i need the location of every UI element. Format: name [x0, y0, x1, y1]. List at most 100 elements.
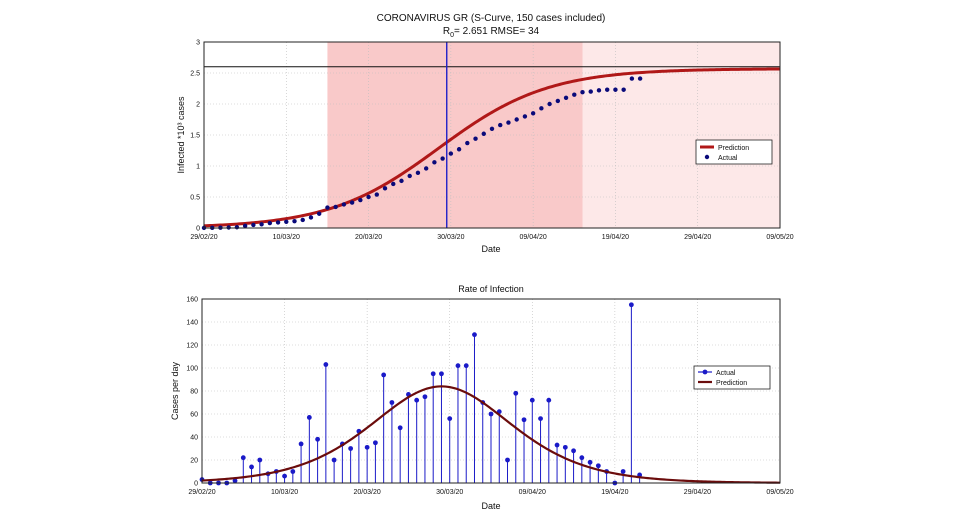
- bottom-actual-point: [455, 363, 461, 369]
- bottom-actual-point: [513, 390, 519, 396]
- bottom-actual-point: [397, 425, 403, 431]
- bottom-y-tick-label: 20: [190, 458, 198, 465]
- top-y-tick-label: 0: [196, 226, 200, 233]
- top-actual-point: [481, 131, 486, 136]
- bottom-actual-point: [381, 372, 387, 378]
- top-chart-title: CORONAVIRUS GR (S-Curve, 150 cases inclu…: [377, 13, 606, 24]
- top-actual-point: [267, 220, 273, 226]
- bottom-legend-actual-swatch-dot: [702, 369, 708, 375]
- bottom-legend-prediction-label: Prediction: [716, 380, 747, 387]
- bottom-y-tick-label: 100: [186, 366, 198, 373]
- top-actual-point: [407, 173, 412, 179]
- bottom-x-tick-label: 09/05/20: [766, 489, 793, 496]
- bottom-actual-point: [414, 397, 420, 403]
- bottom-legend-box: [693, 365, 771, 390]
- top-chart-subtitle-rest: = 2.651 RMSE= 34: [454, 26, 539, 37]
- top-actual-points: [201, 76, 643, 231]
- bottom-actual-point: [587, 459, 593, 465]
- bottom-actual-point: [373, 440, 378, 446]
- bottom-actual-point: [463, 363, 469, 369]
- bottom-y-tick-label: 160: [186, 297, 198, 304]
- top-actual-point: [530, 111, 536, 116]
- top-actual-point: [522, 114, 528, 119]
- bottom-chart: Rate of Infection 29/02/20 10/03/20 20/03/…: [170, 284, 794, 511]
- top-actual-point: [547, 101, 552, 107]
- top-chart-subtitle: R0= 2.651 RMSE= 34: [443, 26, 540, 39]
- bottom-actual-point: [439, 371, 444, 377]
- bottom-actual-point: [323, 362, 329, 367]
- top-legend: Prediction Actual: [695, 139, 773, 165]
- top-x-tick-label: 29/04/20: [684, 234, 711, 241]
- bottom-actual-point: [315, 436, 320, 442]
- bottom-actual-point: [628, 302, 634, 308]
- bottom-actual-point: [529, 397, 535, 403]
- top-actual-point: [317, 211, 322, 216]
- bottom-y-axis-label: Cases per day: [170, 361, 180, 420]
- top-actual-point: [514, 117, 519, 122]
- top-actual-point: [374, 192, 379, 197]
- top-actual-point: [432, 160, 437, 165]
- top-prediction-curve: [203, 67, 781, 228]
- bottom-actual-point: [538, 416, 543, 421]
- top-legend-actual-label: Actual: [718, 155, 738, 162]
- top-x-tick-label: 10/03/20: [273, 234, 300, 241]
- bottom-actual-point: [579, 455, 585, 461]
- top-actual-point: [259, 222, 264, 227]
- top-actual-point: [498, 122, 503, 128]
- top-x-tick-label: 29/02/20: [190, 234, 217, 241]
- bottom-plot-frame: [201, 298, 781, 484]
- bottom-actual-point: [257, 457, 263, 463]
- bottom-x-tick-label: 19/04/20: [601, 489, 628, 496]
- top-actual-point: [588, 89, 593, 94]
- top-actual-point: [415, 170, 421, 176]
- bottom-x-tick-label: 29/04/20: [684, 489, 711, 496]
- top-actual-point: [358, 197, 363, 203]
- top-actual-point: [539, 106, 544, 111]
- bottom-actual-point: [306, 415, 312, 420]
- bottom-y-tick-label: 0: [194, 481, 198, 488]
- bottom-x-tick-labels: 29/02/20 10/03/20 20/03/20 30/03/20 09/04/20…: [188, 489, 793, 496]
- bottom-actual-point: [422, 394, 428, 400]
- bottom-actual-point: [249, 464, 254, 470]
- bottom-y-tick-label: 140: [186, 320, 198, 327]
- top-actual-point: [366, 194, 371, 200]
- bottom-x-tick-label: 10/03/20: [271, 489, 298, 496]
- top-actual-point: [325, 205, 330, 210]
- bottom-actual-point: [562, 444, 568, 450]
- bottom-legend-actual-label: Actual: [716, 370, 736, 377]
- bottom-actual-point: [571, 448, 576, 454]
- top-actual-point: [275, 220, 281, 225]
- bottom-actual-point: [232, 478, 238, 484]
- top-y-tick-labels: 0 0.5 1 1.5 2 2.5 3: [190, 40, 200, 233]
- bottom-actual-point: [505, 457, 510, 463]
- bottom-y-tick-label: 40: [190, 435, 198, 442]
- top-actual-point: [300, 217, 305, 223]
- top-actual-point: [292, 218, 297, 224]
- bottom-x-tick-label: 09/04/20: [519, 489, 546, 496]
- top-actual-point: [308, 215, 314, 220]
- bottom-legend: Actual Prediction: [693, 365, 771, 390]
- bottom-actual-point: [595, 463, 601, 469]
- bottom-actual-point: [282, 473, 287, 479]
- bottom-actual-point: [472, 332, 477, 338]
- bottom-y-tick-label: 120: [186, 343, 198, 350]
- top-actual-point: [563, 95, 569, 101]
- top-actual-point: [234, 225, 240, 230]
- top-x-tick-label: 09/05/20: [766, 234, 793, 241]
- bottom-actual-stems: [199, 302, 643, 486]
- top-y-tick-label: 0.5: [190, 195, 200, 202]
- top-legend-box: [695, 139, 773, 165]
- top-actual-point: [629, 76, 635, 81]
- top-actual-point: [637, 76, 643, 81]
- top-actual-point: [349, 200, 355, 205]
- top-actual-point: [572, 92, 577, 97]
- top-y-tick-label: 3: [196, 40, 200, 47]
- top-actual-point: [506, 120, 511, 125]
- top-actual-point: [242, 223, 248, 229]
- bottom-actual-point: [298, 441, 304, 447]
- top-actual-point: [555, 98, 561, 104]
- top-x-tick-label: 19/04/20: [602, 234, 629, 241]
- bottom-actual-point: [389, 400, 395, 405]
- top-actual-point: [605, 87, 610, 92]
